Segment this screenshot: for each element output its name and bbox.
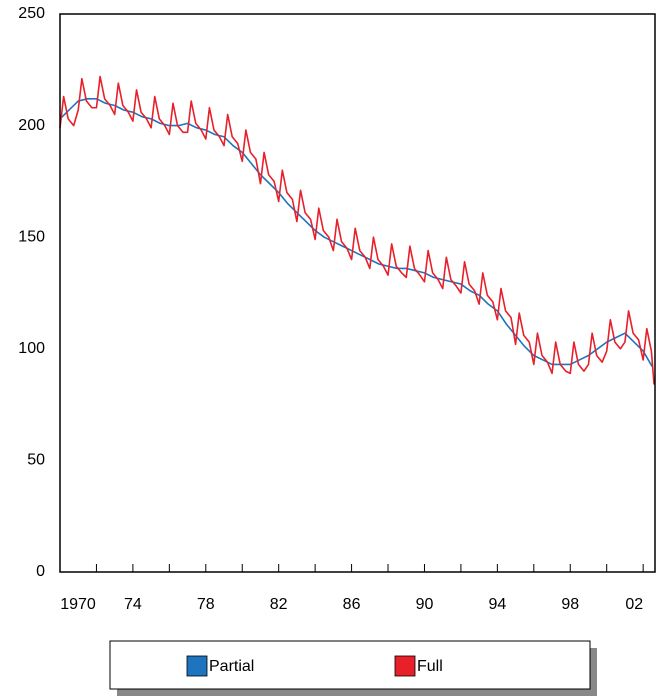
x-tick-label: 02 xyxy=(625,596,643,613)
series-line xyxy=(59,75,655,385)
x-tick-label: 98 xyxy=(561,596,579,613)
x-tick-label: 90 xyxy=(416,596,434,613)
legend-label: Full xyxy=(417,658,443,675)
y-tick-label: 0 xyxy=(36,563,45,580)
x-tick-label: 78 xyxy=(197,596,215,613)
plot-frame xyxy=(59,13,656,573)
legend-label: Partial xyxy=(209,658,254,675)
x-tick-label: 86 xyxy=(343,596,361,613)
x-tick-label: 94 xyxy=(488,596,506,613)
legend xyxy=(109,640,591,690)
y-tick-label: 150 xyxy=(18,228,45,245)
x-tick-label: 82 xyxy=(270,596,288,613)
legend-swatch xyxy=(186,655,208,677)
x-tick-label: 74 xyxy=(124,596,142,613)
x-tick-label: 1970 xyxy=(60,596,96,613)
y-tick-label: 200 xyxy=(18,117,45,134)
y-tick-label: 100 xyxy=(18,340,45,357)
y-tick-label: 50 xyxy=(27,452,45,469)
y-tick-label: 250 xyxy=(18,5,45,22)
legend-swatch xyxy=(394,655,416,677)
